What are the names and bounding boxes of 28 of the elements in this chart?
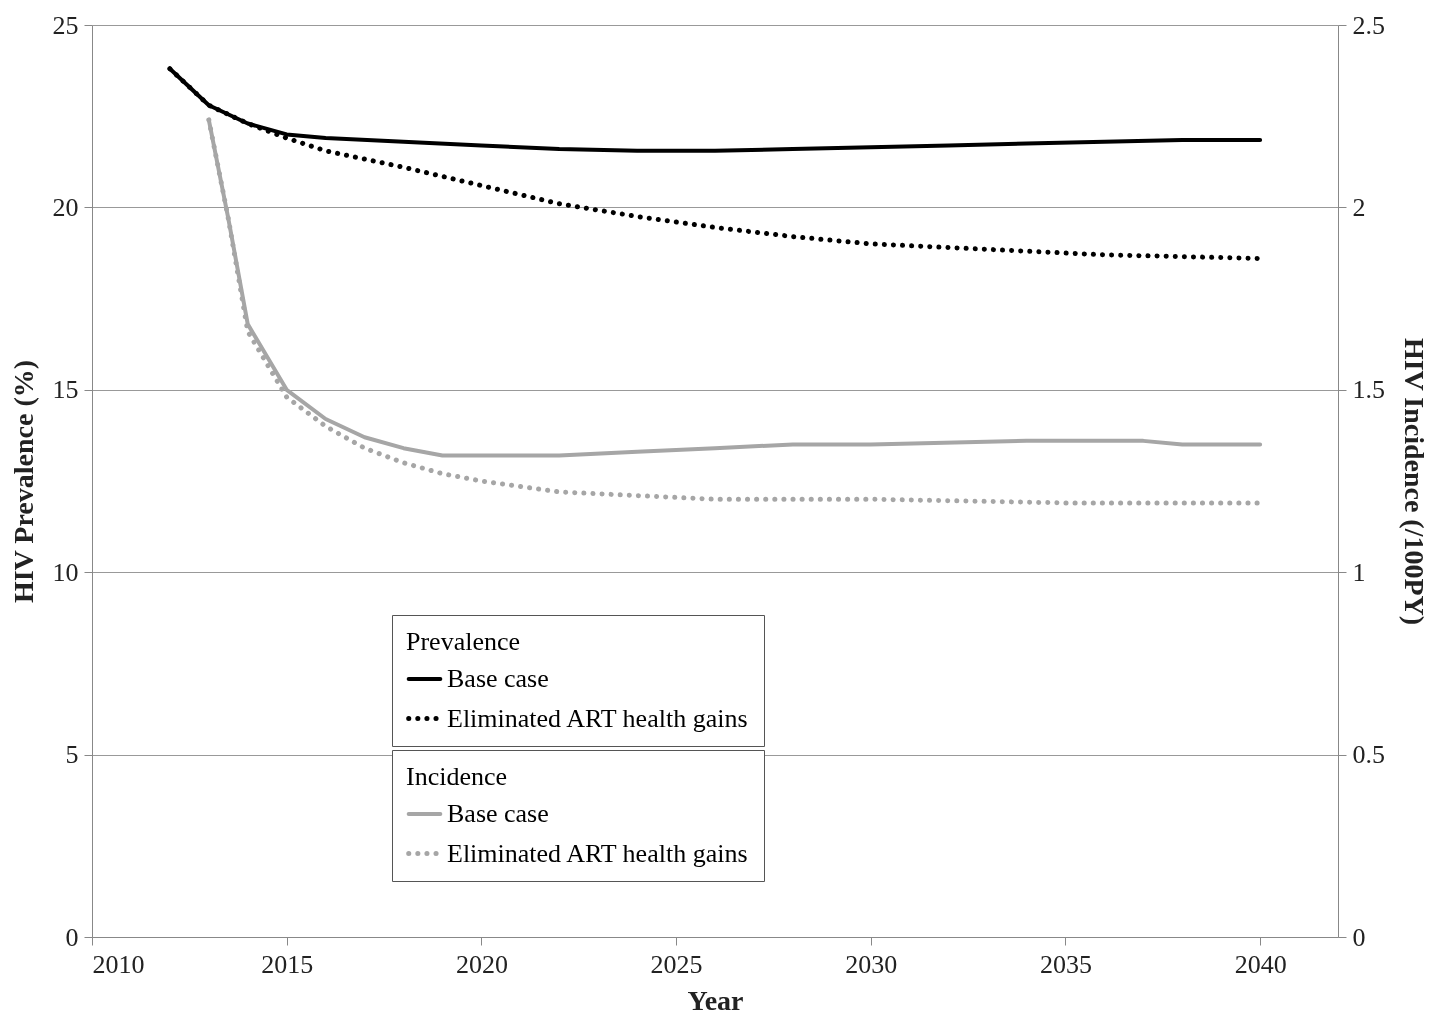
y-tick-label: 25 [52, 10, 79, 40]
y2-tick-label: 2.5 [1352, 10, 1385, 40]
x-axis-title: Year [687, 984, 744, 1016]
legend-label: Base case [447, 799, 549, 828]
y-tick-label: 5 [65, 740, 79, 770]
legend-label: Eliminated ART health gains [447, 838, 748, 868]
y2-tick-label: 2 [1352, 192, 1366, 222]
y2-tick-label: 0 [1352, 922, 1366, 952]
x-tick-label: 2010 [92, 949, 145, 979]
y2-tick-label: 1.5 [1352, 375, 1385, 405]
annotation: Incidence [406, 762, 508, 791]
y-axis-title: HIV Prevalence (%) [7, 359, 39, 604]
legend-label: Eliminated ART health gains [447, 703, 748, 733]
x-tick-label: 2020 [455, 949, 508, 979]
y2-tick-label: 0.5 [1352, 740, 1385, 770]
x-tick-label: 2035 [1039, 949, 1092, 979]
y-tick-label: 15 [52, 375, 79, 405]
x-tick-label: 2015 [261, 949, 314, 979]
legend-label: Base case [447, 664, 549, 693]
x-tick-label: 2030 [845, 949, 898, 979]
y-tick-label: 0 [65, 922, 79, 952]
y-tick-label: 10 [52, 557, 79, 587]
x-tick-label: 2025 [650, 949, 703, 979]
annotation: Prevalence [406, 627, 521, 656]
y2-axis-title: HIV Incidence (/100PY) [1399, 337, 1430, 626]
x-tick-label: 2040 [1234, 949, 1287, 979]
y2-tick-label: 1 [1352, 557, 1366, 587]
y-tick-label: 20 [52, 192, 79, 222]
